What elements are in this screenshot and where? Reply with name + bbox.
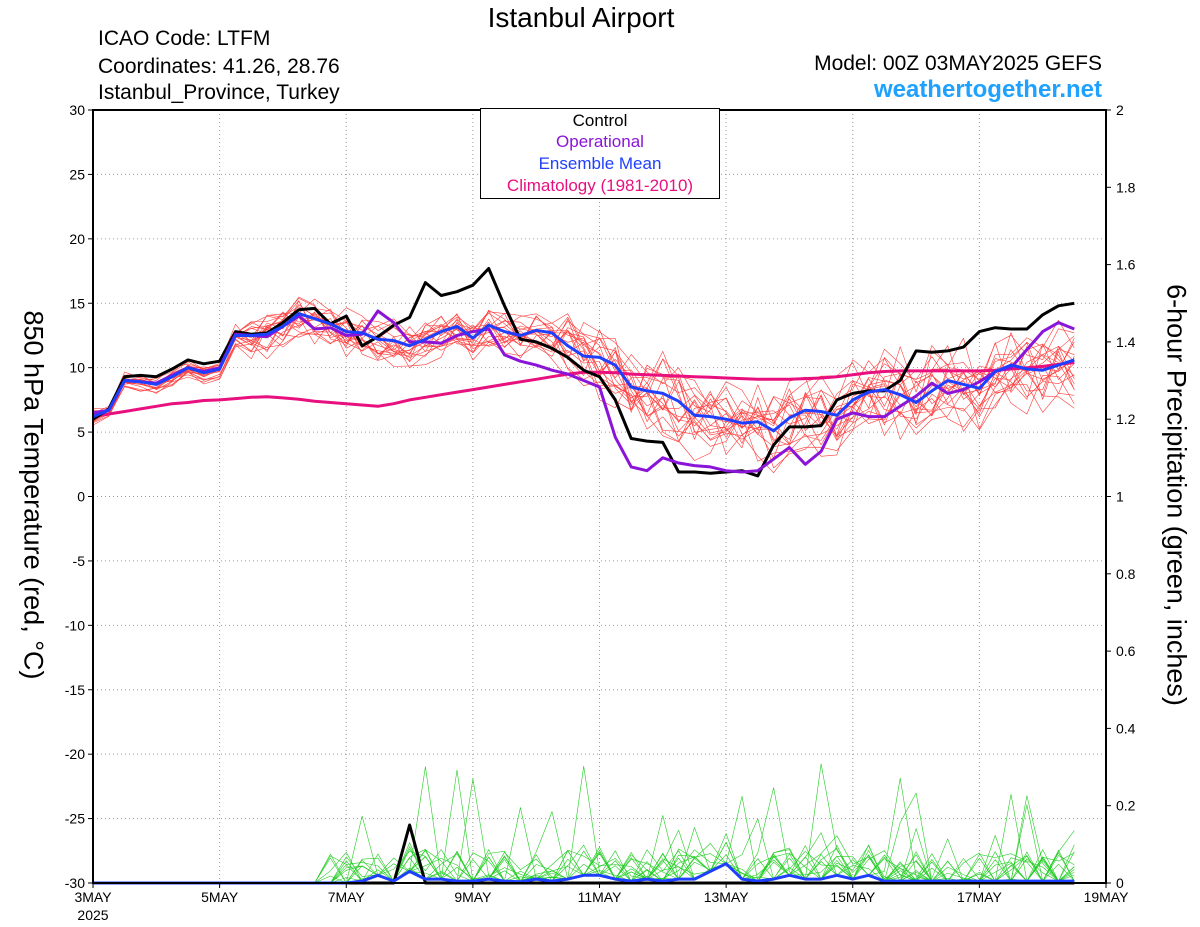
y-left-tick-label: 5 [77, 424, 85, 440]
x-tick-label: 19MAY [1084, 889, 1130, 905]
y-left-tick-label: 10 [69, 360, 85, 376]
member-precip-line [93, 792, 1075, 884]
y-left-tick-label: 0 [77, 489, 85, 505]
member-temp-line [92, 298, 1075, 421]
x-tick-label: 5MAY [201, 889, 239, 905]
ensemble-member-temperature-lines [92, 296, 1075, 474]
member-temp-line [92, 316, 1075, 461]
y-right-tick-label: 0.8 [1116, 566, 1136, 582]
member-temp-line [92, 306, 1075, 447]
y-right-tick-label: 1.2 [1116, 411, 1136, 427]
y-right-tick-label: 1.8 [1116, 179, 1136, 195]
y-right-tick-label: 1.4 [1116, 334, 1136, 350]
x-tick-year-label: 2025 [77, 907, 108, 923]
y-left-tick-label: -5 [73, 553, 86, 569]
y-left-tick-label: -30 [65, 875, 85, 891]
y-right-tick-label: 0.2 [1116, 798, 1136, 814]
climatology-line [92, 361, 1075, 419]
y-left-tick-label: 20 [69, 231, 85, 247]
y-right-tick-label: 1.6 [1116, 257, 1136, 273]
axis-ticks: 302520151050-5-10-15-20-25-3021.81.61.41… [65, 102, 1136, 923]
x-tick-label: 15MAY [830, 889, 876, 905]
y-axis-right-label: 6-hour Precipitation (green, inches) [1161, 284, 1192, 706]
y-right-tick-label: 1 [1116, 489, 1124, 505]
x-tick-label: 3MAY [74, 889, 112, 905]
legend-climatology: Climatology (1981-2010) [506, 176, 694, 195]
y-left-tick-label: -10 [65, 617, 85, 633]
y-left-tick-label: 25 [69, 166, 85, 182]
y-left-tick-label: 30 [69, 102, 85, 118]
y-left-tick-label: -20 [65, 746, 85, 762]
legend-control: Control [572, 111, 628, 130]
legend-ensemble-mean: Ensemble Mean [538, 154, 662, 173]
x-tick-label: 9MAY [454, 889, 492, 905]
grid-lines [92, 109, 1107, 884]
ensemble-mean-temp-line [92, 312, 1075, 433]
icao-code: ICAO Code: LTFM [98, 27, 271, 50]
member-precip-line [93, 795, 1075, 884]
member-temp-line [92, 297, 1075, 435]
legend: Control Operational Ensemble Mean Climat… [480, 108, 720, 199]
site-link[interactable]: weathertogether.net [873, 76, 1102, 103]
member-precip-line [93, 795, 1075, 884]
y-left-tick-label: -15 [65, 682, 85, 698]
legend-operational: Operational [556, 132, 644, 151]
y-right-tick-label: 0.4 [1116, 720, 1136, 736]
x-tick-label: 7MAY [328, 889, 366, 905]
member-temp-line [92, 308, 1075, 441]
ensemble-member-precipitation-lines [93, 763, 1075, 884]
y-left-tick-label: -25 [65, 811, 85, 827]
y-right-tick-label: 2 [1116, 102, 1124, 118]
y-right-tick-label: 0.6 [1116, 643, 1136, 659]
coordinates: Coordinates: 41.26, 28.76 [98, 55, 340, 78]
y-right-tick-label: 0 [1116, 875, 1124, 891]
member-temp-line [92, 308, 1075, 440]
x-tick-label: 13MAY [704, 889, 750, 905]
model-run: Model: 00Z 03MAY2025 GEFS [814, 52, 1102, 75]
x-tick-label: 11MAY [578, 889, 622, 905]
chart-title: Istanbul Airport [487, 2, 675, 33]
plot-frame [92, 109, 1107, 884]
location: Istanbul_Province, Turkey [98, 81, 340, 104]
y-left-tick-label: 15 [69, 295, 85, 311]
x-tick-label: 17MAY [957, 889, 1003, 905]
y-axis-left-label: 850 hPa Temperature (red, °C) [18, 310, 49, 680]
